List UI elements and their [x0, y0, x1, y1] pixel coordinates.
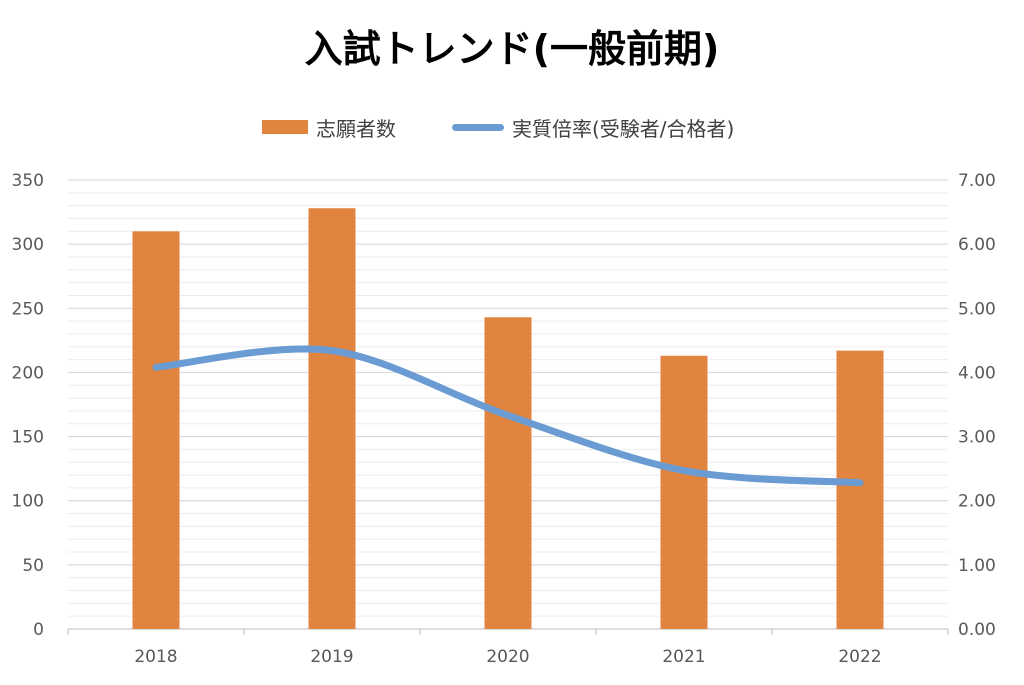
- y-right-tick-label: 4.00: [958, 363, 996, 383]
- legend-label-ratio: 実質倍率(受験者/合格者): [512, 116, 735, 141]
- chart-title: 入試トレンド(一般前期): [304, 27, 720, 71]
- legend: 志願者数 実質倍率(受験者/合格者): [0, 110, 1024, 144]
- legend-item-applicants: 志願者数: [262, 110, 396, 144]
- y-left-tick-label: 150: [12, 428, 44, 448]
- bar-2019: [308, 208, 356, 630]
- y-left-tick-label: 100: [12, 492, 44, 512]
- x-tick-label: 2022: [838, 647, 881, 667]
- bar-2022: [836, 350, 884, 629]
- bar-2021: [660, 355, 708, 629]
- y-left-tick-label: 250: [12, 299, 44, 319]
- y-right-tick-label: 5.00: [958, 299, 996, 319]
- y-right-tick-label: 7.00: [958, 171, 996, 191]
- x-tick-label: 2020: [486, 647, 529, 667]
- x-tick-label: 2021: [662, 647, 705, 667]
- bar-2018: [132, 231, 180, 630]
- y-right-tick-label: 2.00: [958, 492, 996, 512]
- y-right-tick-label: 3.00: [958, 428, 996, 448]
- legend-item-ratio: 実質倍率(受験者/合格者): [452, 110, 734, 144]
- y-left-tick-label: 50: [22, 556, 44, 576]
- bar-2020: [484, 317, 532, 629]
- y-left-tick-label: 0: [33, 620, 44, 640]
- legend-swatch-applicants: [262, 120, 308, 134]
- y-left-tick-label: 200: [12, 363, 44, 383]
- y-right-tick-label: 6.00: [958, 235, 996, 255]
- x-tick-label: 2019: [310, 647, 353, 667]
- y-left-tick-label: 300: [12, 235, 44, 255]
- legend-label-applicants: 志願者数: [316, 116, 396, 141]
- y-right-tick-label: 0.00: [958, 620, 996, 640]
- y-left-tick-label: 350: [12, 171, 44, 191]
- y-right-tick-label: 1.00: [958, 556, 996, 576]
- legend-swatch-ratio: [452, 123, 504, 131]
- x-tick-label: 2018: [134, 647, 177, 667]
